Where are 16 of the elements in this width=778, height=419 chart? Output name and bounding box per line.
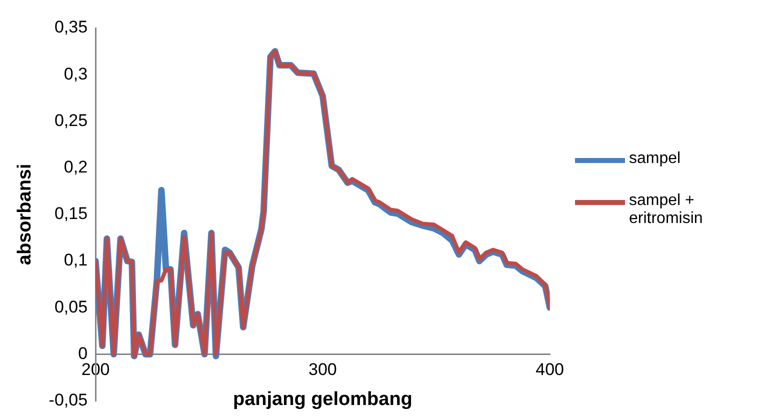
y-tick-label: 0: [78, 344, 88, 363]
x-tick-label: 200: [81, 360, 110, 380]
x-axis-title: panjang gelombang: [232, 389, 412, 410]
y-tick-label: 0,05: [54, 297, 88, 316]
y-tick-label: -0,05: [48, 390, 88, 410]
legend-label: sampel: [629, 150, 681, 168]
y-axis-title: absorbansi: [14, 164, 36, 266]
y-tick-label: 0,2: [64, 157, 88, 176]
y-tick-label: 0,1: [64, 250, 88, 270]
y-tick-label: 0,3: [64, 64, 88, 84]
legend-label: sampel + eritromisin: [629, 192, 704, 228]
y-tick-label: 0,35: [54, 18, 88, 37]
x-tick-label: 400: [536, 360, 564, 380]
y-tick-label: 0,25: [54, 110, 88, 130]
x-tick-label: 300: [308, 360, 337, 380]
y-tick-label: 0,15: [54, 204, 88, 224]
